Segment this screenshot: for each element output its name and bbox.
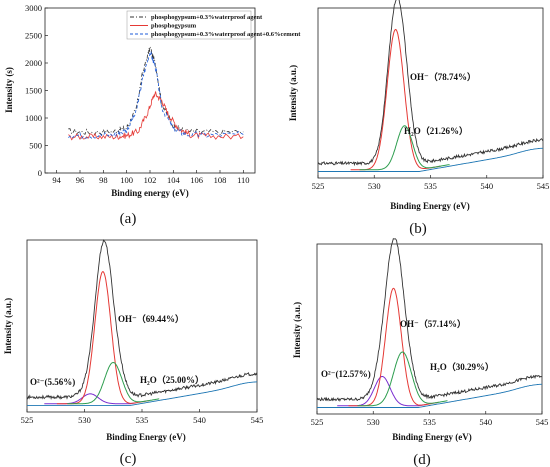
background-line: [27, 381, 258, 406]
x-tick-label: 96: [76, 175, 85, 185]
series-line: [68, 90, 244, 141]
y-tick-label: 2000: [25, 58, 42, 68]
y-tick-label: 1500: [25, 86, 42, 96]
x-tick-label: 540: [479, 417, 492, 427]
x-tick-label: 102: [144, 175, 157, 185]
envelope-line: [317, 0, 544, 167]
legend-entry: phosphogypsum+0.3%waterproof agent+0.6%c…: [151, 31, 301, 38]
panel-label-a: (a): [120, 211, 137, 227]
panel-b: 525 530 535 540 545 OH⁻（78.74%） H₂O（21.26%） …: [288, 0, 549, 237]
x-tick-label: 104: [167, 175, 181, 185]
panel-a: 0 500 1000 1500 2000 2500 3000 94 96 98 100 102 104…: [4, 3, 301, 227]
axis-label-y-c: Intensity (a.u.): [3, 298, 13, 354]
y-tick-label: 0: [38, 168, 42, 178]
panel-label-b: (b): [409, 221, 427, 237]
background-line: [318, 147, 544, 172]
panel-c: 525 530 535 540 545 O²⁻(5.56%) OH⁻（69.44%） H…: [3, 239, 264, 467]
x-tick-label: 535: [423, 417, 436, 427]
axis-label-x-b: Binding Energy (eV): [390, 201, 470, 211]
annotation-h2o-b: H₂O（21.26%）: [404, 126, 468, 136]
y-tick-label: 2500: [25, 31, 42, 41]
x-tick-label: 525: [312, 181, 325, 191]
x-tick-label: 545: [537, 181, 550, 191]
axis-label-y-d: Intensity (a.u.): [292, 302, 302, 358]
component-peak: [357, 351, 448, 407]
y-tick-label: 3000: [25, 3, 42, 13]
annotation-o2-c: O²⁻(5.56%): [30, 377, 75, 387]
x-tick-label: 106: [190, 175, 203, 185]
axis-label-y-b: Intensity (a.u.): [288, 65, 298, 121]
x-tick-label: 108: [214, 175, 227, 185]
panel-label-d: (d): [413, 452, 431, 467]
x-tick-label: 545: [251, 415, 264, 425]
annotation-o2-d: O²⁻(12.57%): [321, 369, 371, 379]
panel-label-c: (c): [120, 451, 137, 467]
legend-entry: phosphogypsum+0.3%waterproof agent: [151, 14, 263, 21]
annotation-oh-d: OH⁻（57.14%）: [400, 319, 466, 329]
envelope-line: [26, 239, 258, 401]
axis-label-x-c: Binding Energy (eV): [106, 432, 186, 442]
x-tick-label: 530: [368, 181, 381, 191]
y-tick-label: 500: [29, 141, 42, 151]
x-tick-label: 94: [52, 175, 61, 185]
x-tick-label: 525: [21, 415, 34, 425]
x-tick-label: 98: [99, 175, 108, 185]
annotation-h2o-d: H₂O（30.29%）: [430, 362, 494, 372]
x-tick-label: 525: [311, 417, 324, 427]
x-tick-label: 530: [78, 415, 91, 425]
envelope-line: [316, 238, 543, 402]
x-tick-label: 100: [120, 175, 133, 185]
component-peak: [359, 125, 450, 171]
x-tick-label: 110: [237, 175, 249, 185]
x-tick-label: 540: [480, 181, 493, 191]
x-tick-label: 540: [193, 415, 206, 425]
component-peak: [67, 361, 160, 405]
axis-label-x-d: Binding Energy (eV): [392, 432, 472, 442]
legend-entry: phosphogypsum: [151, 23, 197, 30]
annotation-oh-b: OH⁻（78.74%）: [410, 72, 476, 82]
x-tick-label: 535: [424, 181, 437, 191]
x-tick-label: 535: [136, 415, 149, 425]
x-tick-label: 530: [367, 417, 380, 427]
annotation-oh-c: OH⁻（69.44%）: [118, 314, 184, 324]
background-line: [317, 383, 543, 408]
axis-label-y-a: Intensity (s): [4, 67, 14, 113]
component-peak: [348, 287, 439, 407]
axis-label-x-a: Binding energy (eV): [111, 188, 189, 198]
x-tick-label: 545: [536, 417, 549, 427]
panel-d: 525 530 535 540 545 O²⁻(12.57%) OH⁻（57.14%） …: [292, 238, 549, 467]
annotation-h2o-c: H₂O（25.00%）: [140, 375, 204, 385]
series-line: [68, 51, 244, 139]
y-tick-label: 1000: [25, 113, 42, 123]
